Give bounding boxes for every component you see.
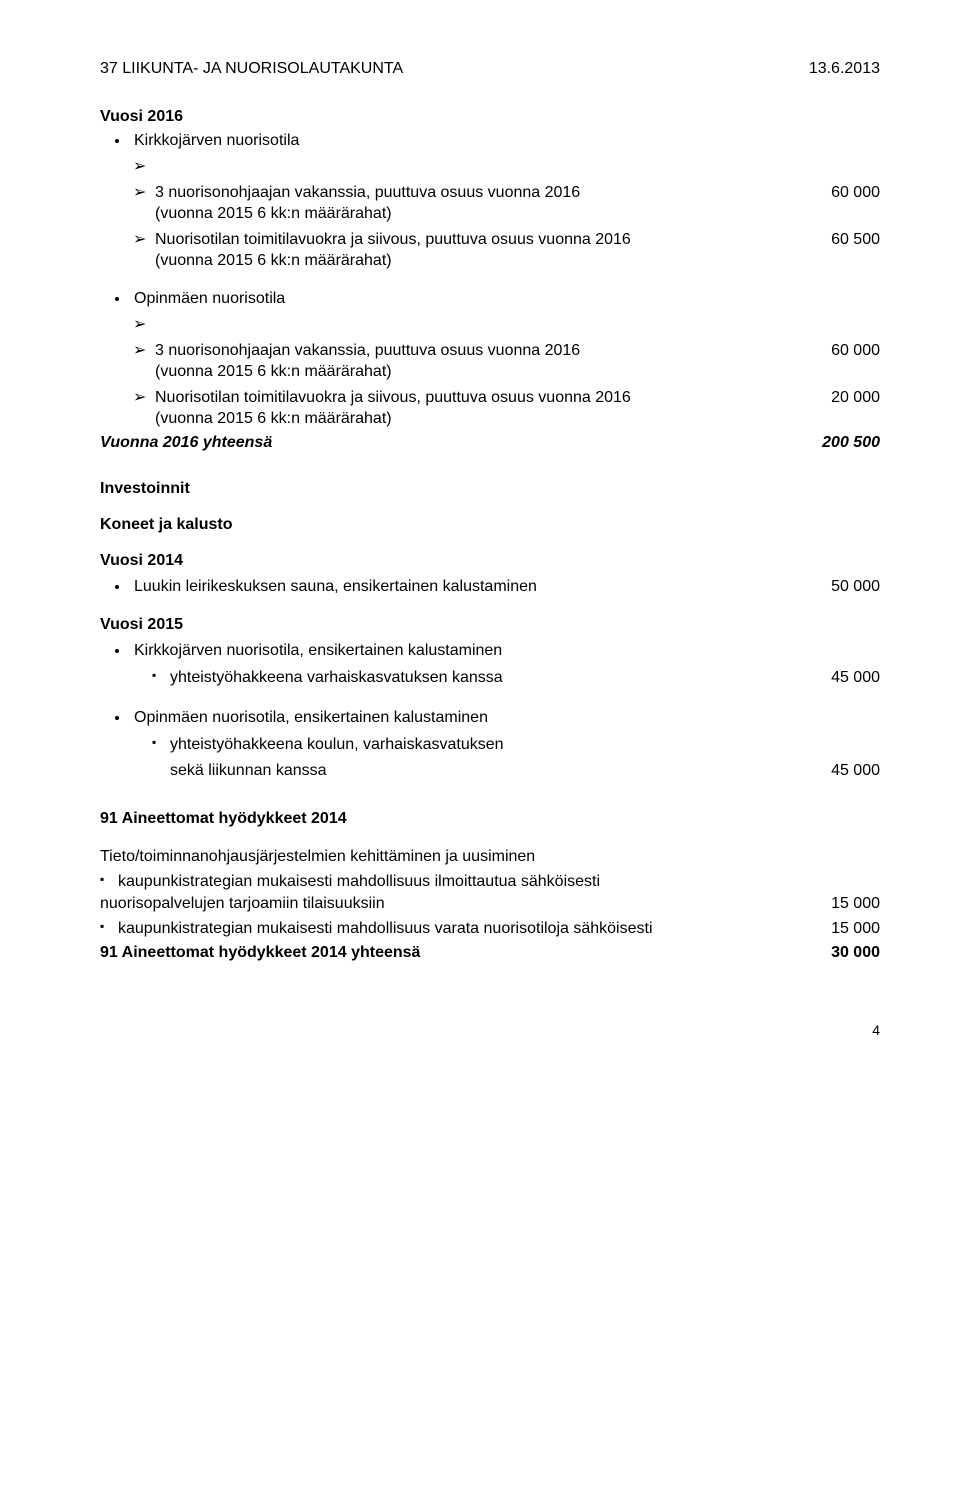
aine-total: 91 Aineettomat hyödykkeet 2014 yhteensä … xyxy=(100,944,880,962)
y2016-total-label: Vuonna 2016 yhteensä xyxy=(100,434,272,452)
v2015-opin: Opinmäen nuorisotila, ensikertainen kalu… xyxy=(100,707,880,729)
kirkko-items: 3 nuorisonohjaajan vakanssia, puuttuva o… xyxy=(100,156,880,272)
v2015-kirkko-text: Kirkkojärven nuorisotila, ensikertainen … xyxy=(130,640,880,662)
v2015-heading: Vuosi 2015 xyxy=(100,616,880,634)
koneet-heading: Koneet ja kalusto xyxy=(100,516,880,534)
v2015-opin-sub2: sekä liikunnan kanssa xyxy=(170,760,327,782)
aine-item-0: kaupunkistrategian mukaisesti mahdollisu… xyxy=(118,871,880,914)
aine-0-l2: nuorisopalvelujen tarjoamiin tilaisuuksi… xyxy=(100,893,385,915)
empty-arrow xyxy=(155,156,880,178)
v2015-opin-amt: 45 000 xyxy=(811,760,880,782)
o-item-1-sub: (vuonna 2015 6 kk:n määrärahat) xyxy=(155,408,880,430)
year2016-total: Vuonna 2016 yhteensä 200 500 xyxy=(100,434,880,452)
v2015-kirkko-sub-li: yhteistyöhakkeena varhaiskasvatuksen kan… xyxy=(170,667,880,689)
invest-heading: Investoinnit xyxy=(100,480,880,498)
v2014-item: Luukin leirikeskuksen sauna, ensikertain… xyxy=(130,576,880,598)
aine-intro: Tieto/toiminnanohjausjärjestelmien kehit… xyxy=(100,846,880,868)
aine-heading: 91 Aineettomat hyödykkeet 2014 xyxy=(100,810,880,828)
v2015-kirkko-sub: yhteistyöhakkeena varhaiskasvatuksen kan… xyxy=(100,667,880,689)
v2015-opin-sub1: yhteistyöhakkeena koulun, varhaiskasvatu… xyxy=(170,734,880,756)
k-item-0: 3 nuorisonohjaajan vakanssia, puuttuva o… xyxy=(155,182,880,225)
v2015-kirkko-amt: 45 000 xyxy=(811,667,880,689)
o-item-1-amt: 20 000 xyxy=(811,387,880,409)
k-item-0-text: 3 nuorisonohjaajan vakanssia, puuttuva o… xyxy=(155,182,580,204)
k-item-0-sub: (vuonna 2015 6 kk:n määrärahat) xyxy=(155,203,880,225)
year2016-heading: Vuosi 2016 xyxy=(100,108,880,126)
v2015-kirkko-sub-text: yhteistyöhakkeena varhaiskasvatuksen kan… xyxy=(170,667,503,689)
v2014-heading: Vuosi 2014 xyxy=(100,552,880,570)
v2014-text: Luukin leirikeskuksen sauna, ensikertain… xyxy=(134,576,537,598)
aine-items: kaupunkistrategian mukaisesti mahdollisu… xyxy=(100,871,880,940)
v2015-opin-text: Opinmäen nuorisotila, ensikertainen kalu… xyxy=(130,707,880,729)
aine-0-l1: kaupunkistrategian mukaisesti mahdollisu… xyxy=(118,871,880,893)
v2014-amt: 50 000 xyxy=(811,576,880,598)
k-item-1: Nuorisotilan toimitilavuokra ja siivous,… xyxy=(155,229,880,272)
empty-arrow2 xyxy=(155,314,880,336)
aine-total-label: 91 Aineettomat hyödykkeet 2014 yhteensä xyxy=(100,944,420,962)
opin-items: 3 nuorisonohjaajan vakanssia, puuttuva o… xyxy=(100,314,880,430)
page-number: 4 xyxy=(100,1022,880,1038)
aine-1-amt: 15 000 xyxy=(811,918,880,940)
header: 37 LIIKUNTA- JA NUORISOLAUTAKUNTA 13.6.2… xyxy=(100,60,880,78)
v2015-opin-sub: yhteistyöhakkeena koulun, varhaiskasvatu… xyxy=(100,734,880,756)
kirkko-bullet: Kirkkojärven nuorisotila xyxy=(100,132,880,150)
o-item-0-text: 3 nuorisonohjaajan vakanssia, puuttuva o… xyxy=(155,340,580,362)
v2015-kirkko: Kirkkojärven nuorisotila, ensikertainen … xyxy=(100,640,880,662)
opin-bullet: Opinmäen nuorisotila xyxy=(100,290,880,308)
aine-1-l1: kaupunkistrategian mukaisesti mahdollisu… xyxy=(118,918,653,940)
opin-label: Opinmäen nuorisotila xyxy=(130,290,880,308)
k-item-1-amt: 60 500 xyxy=(811,229,880,251)
o-item-1-text: Nuorisotilan toimitilavuokra ja siivous,… xyxy=(155,387,631,409)
k-item-1-sub: (vuonna 2015 6 kk:n määrärahat) xyxy=(155,250,880,272)
k-item-0-amt: 60 000 xyxy=(811,182,880,204)
aine-0-amt: 15 000 xyxy=(811,893,880,915)
o-item-0: 3 nuorisonohjaajan vakanssia, puuttuva o… xyxy=(155,340,880,383)
header-left: 37 LIIKUNTA- JA NUORISOLAUTAKUNTA xyxy=(100,60,403,78)
v2015-opin-sub2row: sekä liikunnan kanssa 45 000 xyxy=(100,760,880,782)
k-item-1-text: Nuorisotilan toimitilavuokra ja siivous,… xyxy=(155,229,631,251)
header-right: 13.6.2013 xyxy=(809,60,880,78)
aine-total-amt: 30 000 xyxy=(811,944,880,962)
o-item-0-sub: (vuonna 2015 6 kk:n määrärahat) xyxy=(155,361,880,383)
o-item-1: Nuorisotilan toimitilavuokra ja siivous,… xyxy=(155,387,880,430)
y2016-total-amt: 200 500 xyxy=(802,434,880,452)
aine-item-1: kaupunkistrategian mukaisesti mahdollisu… xyxy=(118,918,880,940)
o-item-0-amt: 60 000 xyxy=(811,340,880,362)
v2014-list: Luukin leirikeskuksen sauna, ensikertain… xyxy=(100,576,880,598)
kirkko-label: Kirkkojärven nuorisotila xyxy=(130,132,880,150)
